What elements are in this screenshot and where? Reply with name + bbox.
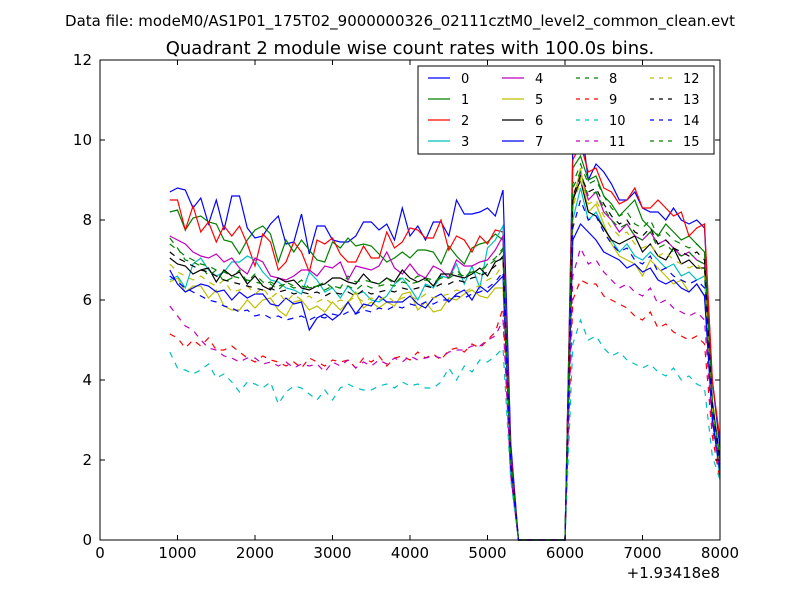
legend-label-4: 4 (535, 72, 543, 87)
plot-area (169, 119, 721, 541)
series-line-2 (169, 142, 721, 541)
x-tick-label: 7000 (623, 544, 661, 562)
ticks-layer: 0 1000 2000 3000 4000 5000 6000 7000 80000246810… (73, 51, 739, 562)
y-tick-label: 10 (73, 131, 92, 149)
series-line-14 (169, 198, 721, 541)
legend-label-5: 5 (535, 93, 543, 108)
y-tick-label: 8 (82, 211, 92, 229)
legend-label-14: 14 (683, 114, 700, 129)
chart-title: Quadrant 2 module wise count rates with … (166, 38, 655, 59)
series-line-1 (169, 154, 721, 541)
y-tick-label: 2 (82, 451, 92, 469)
x-tick-label: 3000 (313, 544, 351, 562)
legend-label-6: 6 (535, 114, 543, 129)
x-tick-label: 5000 (468, 544, 506, 562)
y-tick-label: 12 (73, 51, 92, 69)
x-tick-label: 1000 (158, 544, 196, 562)
legend-label-13: 13 (683, 93, 700, 108)
series-line-6 (169, 177, 721, 541)
legend-label-15: 15 (683, 135, 700, 150)
series-line-12 (169, 177, 721, 541)
legend-label-7: 7 (535, 135, 543, 150)
series-line-13 (169, 174, 721, 541)
chart-suptitle: Data file: modeM0/AS1P01_175T02_90000003… (65, 12, 735, 31)
legend-label-9: 9 (609, 93, 617, 108)
legend-box (417, 65, 715, 155)
series-line-10 (169, 318, 721, 541)
y-tick-label: 4 (82, 371, 92, 389)
legend-label-8: 8 (609, 72, 617, 87)
x-tick-label: 8000 (701, 544, 739, 562)
x-offset-label: +1.93418e8 (627, 564, 720, 582)
y-tick-label: 0 (82, 531, 92, 549)
x-tick-label: 2000 (236, 544, 274, 562)
x-tick-label: 4000 (391, 544, 429, 562)
series-line-15 (169, 162, 721, 541)
x-tick-label: 6000 (546, 544, 584, 562)
legend-label-2: 2 (461, 114, 469, 129)
legend-label-1: 1 (461, 93, 469, 108)
series-line-8 (169, 170, 721, 541)
legend-label-11: 11 (609, 135, 626, 150)
series-line-5 (169, 167, 721, 541)
series-line-3 (169, 187, 721, 541)
legend-label-12: 12 (683, 72, 700, 87)
y-tick-label: 6 (82, 291, 92, 309)
legend-label-10: 10 (609, 114, 626, 129)
legend-label-3: 3 (461, 135, 469, 150)
legend-label-0: 0 (461, 72, 469, 87)
series-line-7 (169, 222, 721, 541)
series-line-9 (169, 279, 721, 541)
x-tick-label: 0 (95, 544, 105, 562)
